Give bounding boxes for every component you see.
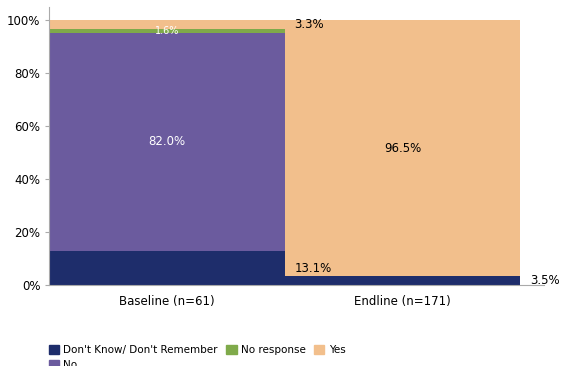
Legend: Don't Know/ Don't Remember, No, No response, Yes: Don't Know/ Don't Remember, No, No respo… <box>45 341 349 366</box>
Bar <box>285 276 520 285</box>
Bar <box>49 20 285 29</box>
Text: 3.5%: 3.5% <box>530 274 559 287</box>
Text: 82.0%: 82.0% <box>149 135 186 149</box>
Text: 1.6%: 1.6% <box>155 26 179 36</box>
Bar <box>49 251 285 285</box>
Bar <box>49 29 285 33</box>
Bar <box>285 20 520 276</box>
Text: 13.1%: 13.1% <box>294 262 332 274</box>
Bar <box>49 33 285 251</box>
Text: 96.5%: 96.5% <box>384 142 421 155</box>
Text: 3.3%: 3.3% <box>294 18 324 31</box>
